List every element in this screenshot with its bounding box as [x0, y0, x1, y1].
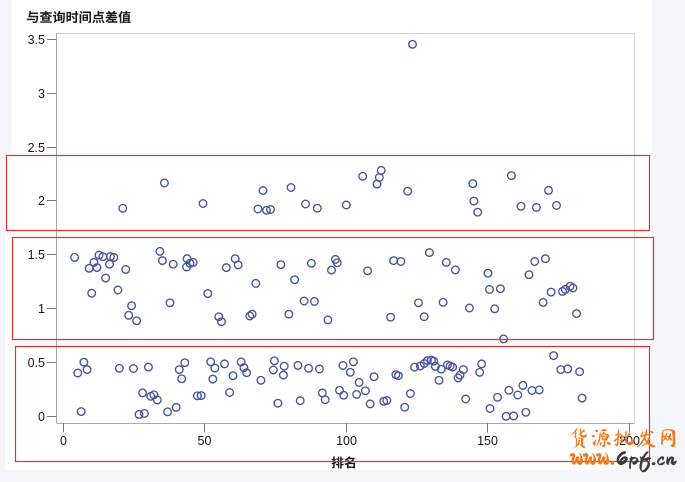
svg-text:0: 0	[38, 410, 45, 424]
svg-text:200: 200	[619, 434, 640, 448]
svg-text:3: 3	[38, 87, 45, 101]
svg-text:1: 1	[38, 302, 45, 316]
svg-text:1.5: 1.5	[28, 248, 45, 262]
svg-text:0.5: 0.5	[28, 356, 45, 370]
svg-text:150: 150	[477, 434, 498, 448]
svg-text:3.5: 3.5	[28, 33, 45, 47]
svg-text:2.5: 2.5	[28, 141, 45, 155]
svg-text:0: 0	[60, 434, 67, 448]
svg-text:100: 100	[336, 434, 357, 448]
svg-text:2: 2	[38, 194, 45, 208]
svg-text:50: 50	[198, 434, 212, 448]
